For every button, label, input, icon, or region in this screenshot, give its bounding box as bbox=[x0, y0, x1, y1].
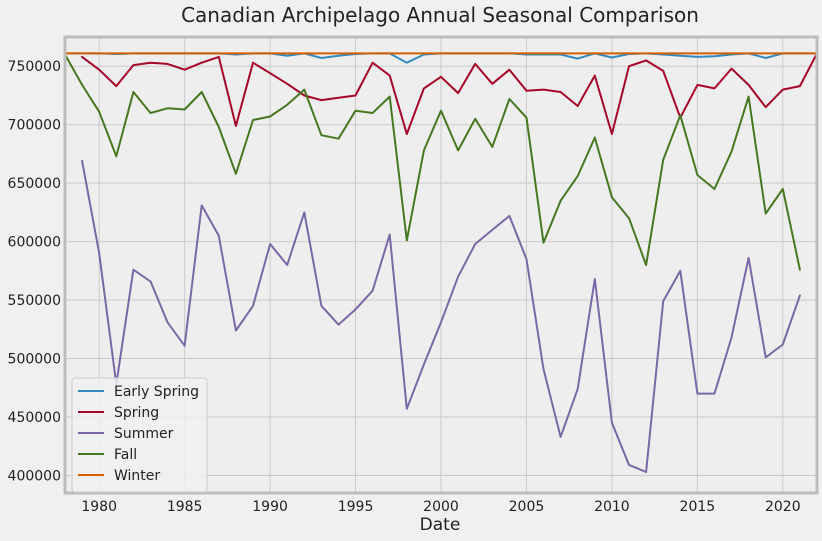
legend-label-fall: Fall bbox=[114, 447, 137, 463]
x-tick-label: 1985 bbox=[167, 499, 203, 515]
y-tick-label: 550000 bbox=[8, 293, 61, 309]
x-tick-label: 1990 bbox=[252, 499, 288, 515]
x-tick-label: 2015 bbox=[680, 499, 716, 515]
y-tick-label: 650000 bbox=[8, 176, 61, 192]
y-tick-label: 750000 bbox=[8, 59, 61, 75]
x-tick-label: 1980 bbox=[81, 499, 117, 515]
chart-title: Canadian Archipelago Annual Seasonal Com… bbox=[181, 3, 699, 27]
legend: Early Spring Spring Summer Fall Winter bbox=[71, 377, 208, 493]
x-axis-label: Date bbox=[420, 515, 461, 535]
legend-label-summer: Summer bbox=[114, 426, 174, 442]
legend-label-winter: Winter bbox=[114, 468, 160, 484]
series-line-fall bbox=[64, 53, 801, 271]
x-tick-label: 2005 bbox=[509, 499, 545, 515]
series-line-summer bbox=[81, 159, 801, 473]
y-tick-label: 700000 bbox=[8, 118, 61, 134]
x-tick-label: 2010 bbox=[594, 499, 630, 515]
plot-frame bbox=[63, 35, 819, 495]
x-tick-labels: 1980 1985 1990 1995 2000 2005 2010 2015 2020 bbox=[81, 499, 800, 515]
y-tick-label: 500000 bbox=[8, 352, 61, 368]
y-tick-labels: 400000 450000 500000 550000 600000 650000 7000… bbox=[8, 59, 61, 484]
y-tick-label: 450000 bbox=[8, 410, 61, 426]
legend-box bbox=[71, 377, 208, 493]
series-lines bbox=[64, 52, 818, 473]
x-tick-label: 2000 bbox=[423, 499, 459, 515]
legend-label-early-spring: Early Spring bbox=[114, 384, 199, 400]
x-tick-label: 2020 bbox=[765, 499, 801, 515]
y-tick-label: 400000 bbox=[8, 468, 61, 484]
legend-label-spring: Spring bbox=[114, 405, 159, 421]
x-tick-label: 1995 bbox=[338, 499, 374, 515]
series-line-spring bbox=[81, 52, 818, 135]
gridlines bbox=[65, 37, 817, 493]
y-tick-label: 600000 bbox=[8, 235, 61, 251]
